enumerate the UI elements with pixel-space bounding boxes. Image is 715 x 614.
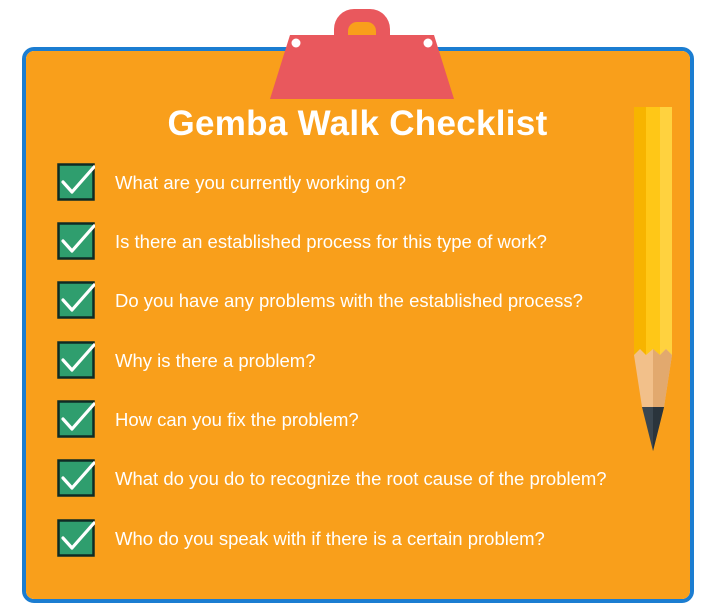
checkbox-checked-icon[interactable]	[57, 163, 95, 201]
checklist-item: What do you do to recognize the root cau…	[57, 459, 657, 503]
pencil-icon	[634, 107, 672, 451]
checklist-item: Why is there a problem?	[57, 341, 657, 385]
checklist-item-label: Why is there a problem?	[115, 350, 316, 371]
checklist-item-label: What are you currently working on?	[115, 172, 406, 193]
checklist-item: Who do you speak with if there is a cert…	[57, 519, 657, 563]
clipboard-background	[26, 51, 690, 599]
checkbox-checked-icon[interactable]	[57, 222, 95, 260]
checklist-item: Is there an established process for this…	[57, 222, 657, 266]
checklist-item: How can you fix the problem?	[57, 400, 657, 444]
checklist-item-label: Who do you speak with if there is a cert…	[115, 528, 545, 549]
page-title: Gemba Walk Checklist	[167, 104, 548, 143]
checkbox-checked-icon[interactable]	[57, 400, 95, 438]
checklist-item-label: Do you have any problems with the establ…	[115, 290, 583, 311]
checkbox-checked-icon[interactable]	[57, 281, 95, 319]
checkbox-checked-icon[interactable]	[57, 459, 95, 497]
checkbox-checked-icon[interactable]	[57, 519, 95, 557]
clipboard-board	[22, 47, 694, 603]
checklist-item-label: Is there an established process for this…	[115, 231, 547, 252]
checklist-item: What are you currently working on?	[57, 163, 657, 207]
checklist-item-label: What do you do to recognize the root cau…	[115, 468, 607, 489]
checkbox-checked-icon[interactable]	[57, 341, 95, 379]
checklist-item-label: How can you fix the problem?	[115, 409, 359, 430]
clipboard-clip-icon	[270, 9, 454, 99]
checklist-item: Do you have any problems with the establ…	[57, 281, 657, 325]
